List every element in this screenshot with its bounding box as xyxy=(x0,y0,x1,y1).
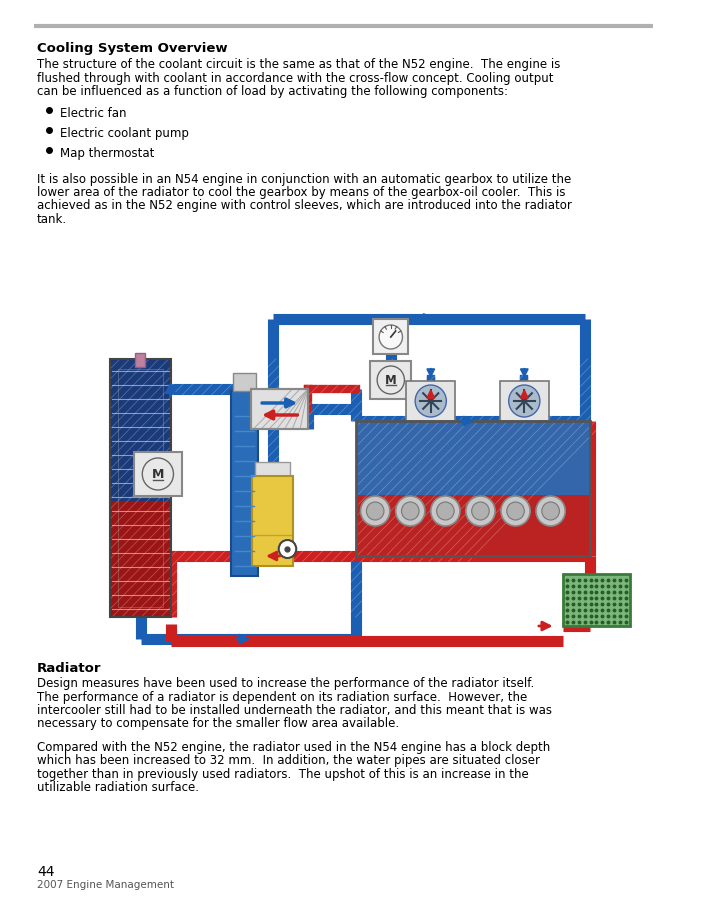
Bar xyxy=(231,391,258,576)
Text: utilizable radiation surface.: utilizable radiation surface. xyxy=(37,780,199,794)
Circle shape xyxy=(396,496,425,527)
Bar xyxy=(118,369,163,607)
Text: tank.: tank. xyxy=(37,213,67,226)
Circle shape xyxy=(379,325,403,349)
Circle shape xyxy=(472,503,489,520)
Text: M: M xyxy=(152,468,164,481)
Text: Map thermostat: Map thermostat xyxy=(61,146,155,159)
Text: Electric fan: Electric fan xyxy=(61,107,127,119)
Text: Cooling System Overview: Cooling System Overview xyxy=(37,42,228,55)
Text: which has been increased to 32 mm.  In addition, the water pipes are situated cl: which has been increased to 32 mm. In ad… xyxy=(37,754,540,766)
Circle shape xyxy=(542,503,559,520)
Text: flushed through with coolant in accordance with the cross-flow concept. Cooling : flushed through with coolant in accordan… xyxy=(37,72,553,85)
Circle shape xyxy=(367,503,384,520)
Bar xyxy=(110,502,171,618)
Bar xyxy=(252,476,293,566)
Circle shape xyxy=(415,386,446,417)
Text: Radiator: Radiator xyxy=(37,662,102,675)
Bar xyxy=(252,390,308,429)
Bar xyxy=(563,574,630,627)
Bar xyxy=(370,361,411,400)
Text: together than in previously used radiators.  The upshot of this is an increase i: together than in previously used radiato… xyxy=(37,767,529,780)
Circle shape xyxy=(377,367,405,394)
Circle shape xyxy=(402,503,419,520)
Text: achieved as in the N52 engine with control sleeves, which are introduced into th: achieved as in the N52 engine with contr… xyxy=(37,199,572,212)
Bar xyxy=(356,422,589,556)
Circle shape xyxy=(507,503,525,520)
Text: Compared with the N52 engine, the radiator used in the N54 engine has a block de: Compared with the N52 engine, the radiat… xyxy=(37,740,551,754)
Bar xyxy=(110,359,171,618)
Bar xyxy=(135,354,145,368)
Text: 2007 Engine Management: 2007 Engine Management xyxy=(37,879,174,889)
Text: necessary to compensate for the smaller flow area available.: necessary to compensate for the smaller … xyxy=(37,717,399,730)
Text: intercooler still had to be installed underneath the radiator, and this meant th: intercooler still had to be installed un… xyxy=(37,703,552,716)
Circle shape xyxy=(436,503,454,520)
Text: It is also possible in an N54 engine in conjunction with an automatic gearbox to: It is also possible in an N54 engine in … xyxy=(37,173,571,186)
Bar xyxy=(133,452,182,496)
Text: Electric coolant pump: Electric coolant pump xyxy=(61,127,190,140)
Bar xyxy=(252,390,308,429)
Circle shape xyxy=(509,386,540,417)
Bar xyxy=(406,381,455,422)
Bar xyxy=(255,462,290,476)
Bar xyxy=(356,495,589,556)
Bar xyxy=(110,359,171,502)
Circle shape xyxy=(278,540,296,559)
Circle shape xyxy=(431,496,460,527)
Text: The structure of the coolant circuit is the same as that of the N52 engine.  The: The structure of the coolant circuit is … xyxy=(37,58,560,71)
Text: can be influenced as a function of load by activating the following components:: can be influenced as a function of load … xyxy=(37,85,508,98)
Circle shape xyxy=(536,496,565,527)
Bar xyxy=(356,422,589,495)
Circle shape xyxy=(466,496,495,527)
Text: lower area of the radiator to cool the gearbox by means of the gearbox-oil coole: lower area of the radiator to cool the g… xyxy=(37,186,565,199)
Text: 44: 44 xyxy=(37,864,54,878)
Circle shape xyxy=(360,496,390,527)
Bar xyxy=(233,374,257,391)
Circle shape xyxy=(142,459,173,491)
Text: The performance of a radiator is dependent on its radiation surface.  However, t: The performance of a radiator is depende… xyxy=(37,690,527,703)
Circle shape xyxy=(501,496,530,527)
Bar xyxy=(110,359,171,618)
Bar xyxy=(500,381,548,422)
Text: M: M xyxy=(385,374,397,387)
Text: Design measures have been used to increase the performance of the radiator itsel: Design measures have been used to increa… xyxy=(37,676,534,689)
Bar xyxy=(373,320,408,355)
